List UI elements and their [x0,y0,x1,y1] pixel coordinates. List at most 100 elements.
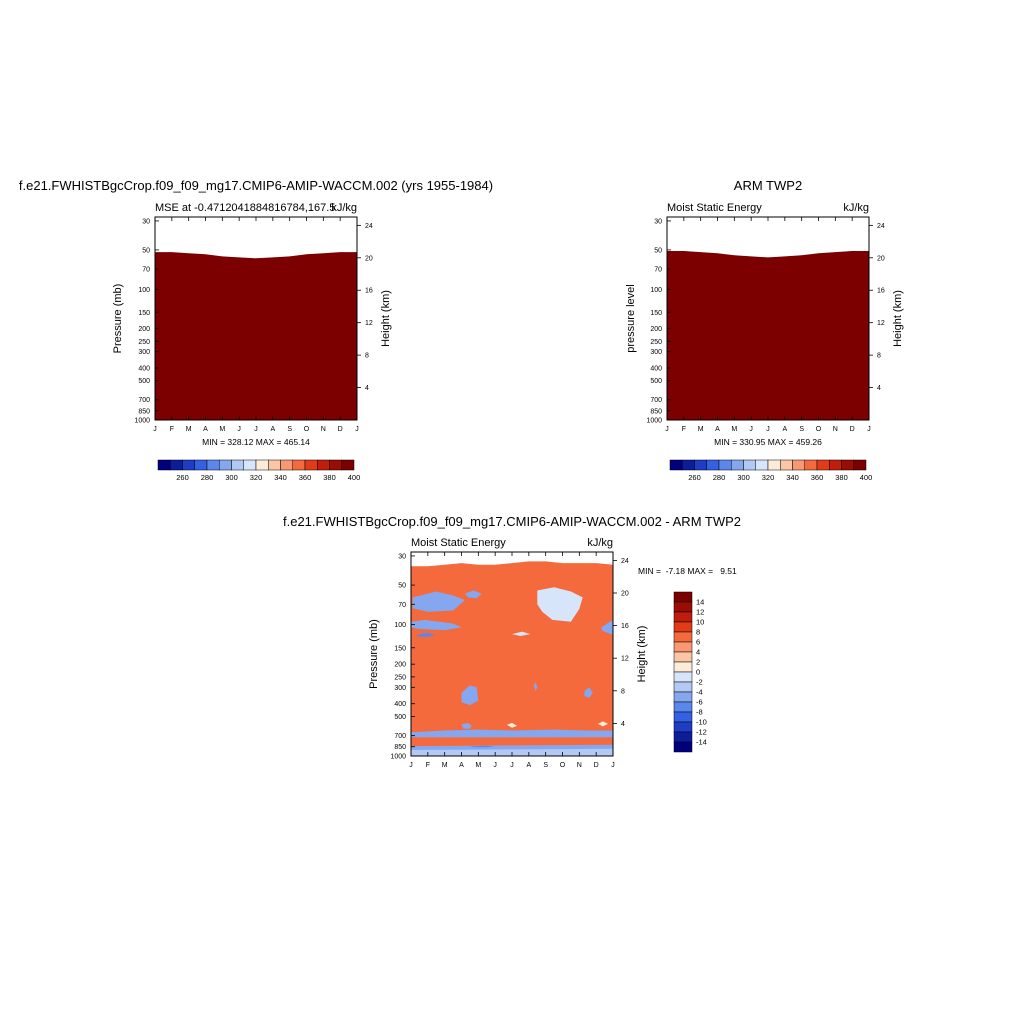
colorbar-label: 280 [201,473,214,482]
contour-patch [461,685,479,706]
left-subtitle: Moist Static Energy [667,202,762,214]
height-tick-label: 8 [621,688,625,695]
colorbar-swatch [206,459,220,471]
pressure-tick-label: 150 [394,645,406,652]
height-tick-label: 12 [621,656,629,663]
pressure-tick-label: 500 [138,378,150,385]
colorbar-label: 10 [696,618,704,627]
colorbar-swatch [682,459,695,471]
height-axis: 4 8 12 16 20 24 [613,558,629,728]
height-tick-label: 16 [621,623,629,630]
pressure-tick-label: 700 [394,733,406,740]
height-tick-label: 16 [365,288,373,295]
height-axis: 4 8 12 16 20 24 [357,223,373,392]
colorbar-swatch [673,731,693,743]
contour-patch [416,632,435,637]
contour-patch [512,631,531,636]
x-tick-label: J [611,762,615,769]
colorbar-label: -4 [696,688,703,697]
x-tick-label: M [475,762,481,769]
x-tick-label: O [560,762,566,769]
colorbar-swatch [255,459,269,471]
pressure-tick-label: 400 [394,701,406,708]
pressure-tick-label: 50 [398,583,406,590]
colorbar-swatch [755,459,769,471]
x-tick-label: J [254,426,258,433]
height-tick-label: 24 [365,223,373,230]
pressure-tick-label: 700 [138,397,150,404]
pressure-tick-label: 50 [654,247,662,254]
colorbar: 260 280 300 320 340 360 380 400 [157,459,360,482]
x-tick-label: S [287,426,292,433]
colorbar-swatch [329,459,342,471]
x-tick-label: A [782,426,787,433]
contour-fill [155,252,357,420]
x-tick-label: S [799,426,804,433]
pressure-tick-label: 1000 [134,418,150,425]
x-tick-label: M [731,426,737,433]
colorbar-swatch [780,459,793,471]
pressure-tick-label: 850 [650,408,662,415]
pressure-tick-label: 100 [138,287,150,294]
x-tick-label: O [816,426,822,433]
colorbar-label: 360 [299,473,312,482]
colorbar-label: 260 [688,473,701,482]
x-tick-label: N [833,426,838,433]
pressure-tick-label: 50 [142,247,150,254]
height-tick-label: 4 [877,385,881,392]
colorbar-swatch [673,691,693,703]
x-tick-label: J [355,426,359,433]
pressure-tick-label: 1000 [390,754,406,761]
x-tick-label: J [237,426,241,433]
height-tick-label: 8 [877,353,881,360]
colorbar-label: 12 [696,608,704,617]
contour-patch [533,682,538,691]
colorbar-swatch [694,459,707,471]
contour-band [667,251,869,420]
colorbar-swatch [157,459,171,471]
contour-patch [469,745,496,748]
pressure-tick-label: 700 [650,397,662,404]
panel-title: f.e21.FWHISTBgcCrop.f09_f09_mg17.CMIP6-A… [283,514,741,529]
pressure-tick-label: 30 [398,553,406,560]
contour-fill [411,561,613,756]
x-tick-label: A [270,426,275,433]
x-tick-label: J [409,762,413,769]
contour-patch [506,722,517,728]
colorbar-swatch [673,681,693,693]
colorbar-label: 2 [696,658,700,667]
pressure-tick-label: 200 [650,326,662,333]
x-tick-label: M [186,426,192,433]
min-max-label: MIN = 328.12 MAX = 465.14 [202,437,310,447]
colorbar-swatch [673,711,693,723]
pressure-tick-label: 200 [138,326,150,333]
colorbar-swatch [673,601,693,613]
pressure-tick-label: 100 [650,287,662,294]
x-tick-label: D [594,762,599,769]
x-tick-label: F [682,426,686,433]
pressure-tick-label: 100 [394,622,406,629]
colorbar-swatch [804,459,818,471]
colorbar-swatch [816,459,830,471]
colorbar-swatch [706,459,720,471]
x-tick-label: J [493,762,497,769]
x-tick-label: A [526,762,531,769]
colorbar-label: -8 [696,708,703,717]
contour-patch [597,721,608,727]
colorbar-label: -12 [696,728,707,737]
contour-patch [461,722,472,729]
pressure-tick-label: 250 [650,339,662,346]
height-tick-label: 24 [877,223,885,230]
colorbar-swatch [304,459,318,471]
x-tick-label: O [304,426,310,433]
pressure-tick-label: 400 [650,365,662,372]
pressure-tick-label: 400 [138,365,150,372]
x-tick-label: J [153,426,157,433]
pressure-tick-label: 70 [142,267,150,274]
colorbar-swatch [194,459,208,471]
height-tick-label: 4 [621,721,625,728]
